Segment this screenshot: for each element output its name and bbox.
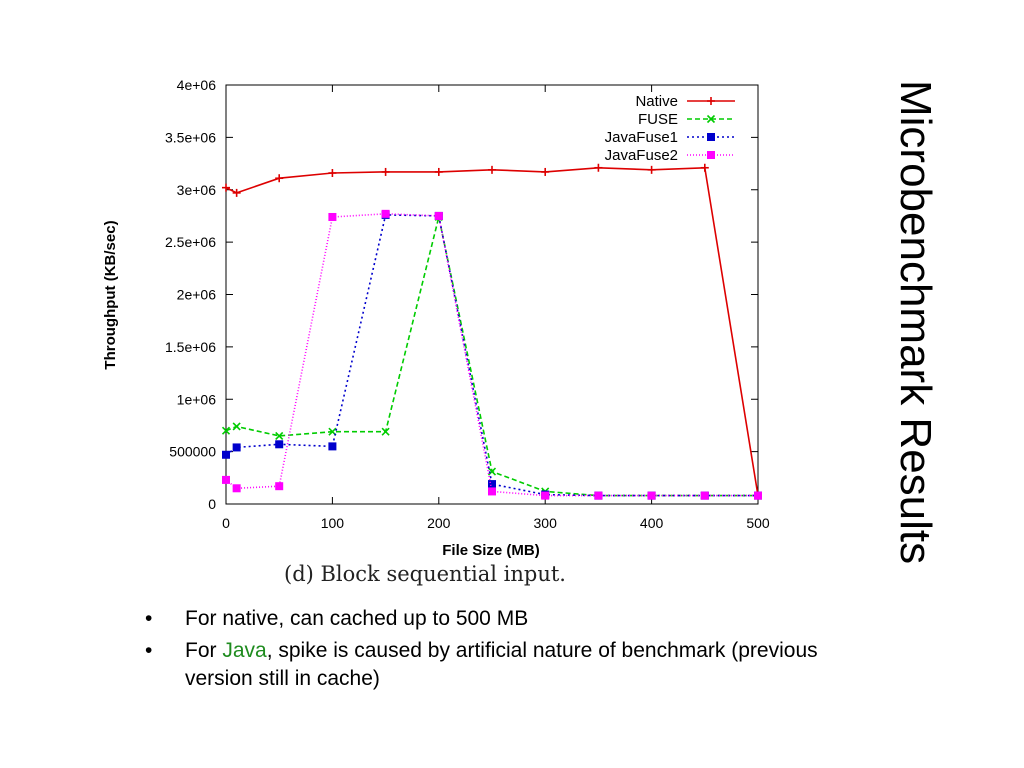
y-tick-label: 0 xyxy=(208,496,216,512)
bullet-text-prefix: For xyxy=(185,639,223,662)
legend-label-javafuse2: JavaFuse2 xyxy=(605,147,678,164)
y-tick-label: 1.5e+06 xyxy=(165,339,216,355)
legend-label-javafuse1: JavaFuse1 xyxy=(605,129,678,146)
series-native xyxy=(222,163,762,500)
data-point-javafuse2 xyxy=(232,484,241,493)
legend-marker-javafuse2 xyxy=(707,151,715,159)
data-point-fuse xyxy=(381,427,390,436)
y-tick-label: 1e+06 xyxy=(177,391,217,407)
series-layer xyxy=(221,163,763,500)
series-fuse xyxy=(221,212,763,500)
series-line-fuse xyxy=(225,216,758,497)
data-point-native xyxy=(275,174,284,183)
series-line-javafuse2 xyxy=(225,212,758,497)
data-point-native xyxy=(381,167,390,176)
data-point-javafuse2 xyxy=(700,491,709,500)
data-point-javafuse1 xyxy=(328,442,337,451)
bullet-item: • For Java, spike is caused by artificia… xyxy=(145,637,845,693)
data-point-javafuse1 xyxy=(488,480,496,489)
data-point-native xyxy=(232,188,241,197)
data-point-fuse xyxy=(275,431,284,440)
data-point-fuse xyxy=(232,422,241,431)
series-javafuse2 xyxy=(222,209,762,500)
data-point-javafuse2 xyxy=(488,487,496,496)
y-tick-label: 2.5e+06 xyxy=(165,234,216,250)
legend-label-native: Native xyxy=(635,93,678,110)
y-tick-label: 3e+06 xyxy=(177,182,217,198)
data-point-native xyxy=(647,165,656,174)
legend-label-fuse: FUSE xyxy=(638,111,678,128)
data-point-native xyxy=(700,163,709,172)
data-point-javafuse1 xyxy=(232,443,241,452)
y-tick-label: 3.5e+06 xyxy=(165,129,216,145)
legend-marker-fuse xyxy=(706,114,716,124)
data-point-javafuse2 xyxy=(222,475,230,484)
line-chart: 0 500000 1e+06 1.5e+06 2e+06 2.5e+06 3e+06 3.5e… xyxy=(102,77,770,586)
figure-caption: (d) Block sequential input. xyxy=(284,562,566,586)
bullet-text: For native, can cached up to 500 MB xyxy=(185,607,529,630)
data-point-javafuse2 xyxy=(434,211,443,220)
bullet-item: • For native, can cached up to 500 MB xyxy=(145,605,845,633)
data-point-javafuse1 xyxy=(222,450,230,459)
data-point-javafuse2 xyxy=(275,482,284,491)
x-tick-label: 0 xyxy=(222,515,230,531)
y-axis-label: Throughput (KB/sec) xyxy=(102,220,119,369)
data-point-native xyxy=(594,163,603,172)
x-tick-label: 100 xyxy=(321,515,345,531)
data-point-javafuse1 xyxy=(275,440,284,449)
data-point-javafuse2 xyxy=(754,491,762,500)
y-tick-label: 4e+06 xyxy=(177,77,217,93)
x-axis-label: File Size (MB) xyxy=(442,542,540,559)
y-axis-ticks: 0 500000 1e+06 1.5e+06 2e+06 2.5e+06 3e+06 3.5e… xyxy=(165,77,758,512)
legend-marker-javafuse1 xyxy=(707,133,715,141)
data-point-javafuse2 xyxy=(647,491,656,500)
data-point-native xyxy=(434,167,443,176)
bullet-text-suffix: , spike is caused by artificial nature o… xyxy=(185,639,818,690)
x-tick-label: 300 xyxy=(534,515,558,531)
data-point-javafuse2 xyxy=(594,491,603,500)
legend-marker-native xyxy=(707,97,715,105)
data-point-native xyxy=(541,167,550,176)
x-tick-label: 400 xyxy=(640,515,664,531)
data-point-native xyxy=(488,165,496,174)
data-point-fuse xyxy=(487,467,497,476)
slide-title: Microbenchmark Results xyxy=(891,80,940,565)
x-axis-ticks: 0 100 200 300 400 500 xyxy=(222,85,770,531)
bullet-symbol: • xyxy=(145,607,153,630)
y-tick-label: 2e+06 xyxy=(177,287,217,303)
data-point-javafuse2 xyxy=(328,212,337,221)
bullet-symbol: • xyxy=(145,639,153,662)
series-javafuse1 xyxy=(222,210,762,500)
bullet-list: • For native, can cached up to 500 MB • … xyxy=(145,605,845,697)
y-tick-label: 500000 xyxy=(169,444,216,460)
data-point-fuse xyxy=(221,426,231,435)
plot-frame xyxy=(225,84,759,505)
data-point-javafuse2 xyxy=(381,209,390,218)
bullet-highlight-word: Java xyxy=(222,639,267,662)
x-tick-label: 500 xyxy=(746,515,770,531)
data-point-native xyxy=(222,183,230,192)
series-line-native xyxy=(225,166,759,496)
data-point-native xyxy=(328,168,337,177)
x-tick-label: 200 xyxy=(427,515,451,531)
data-point-javafuse2 xyxy=(541,491,550,500)
